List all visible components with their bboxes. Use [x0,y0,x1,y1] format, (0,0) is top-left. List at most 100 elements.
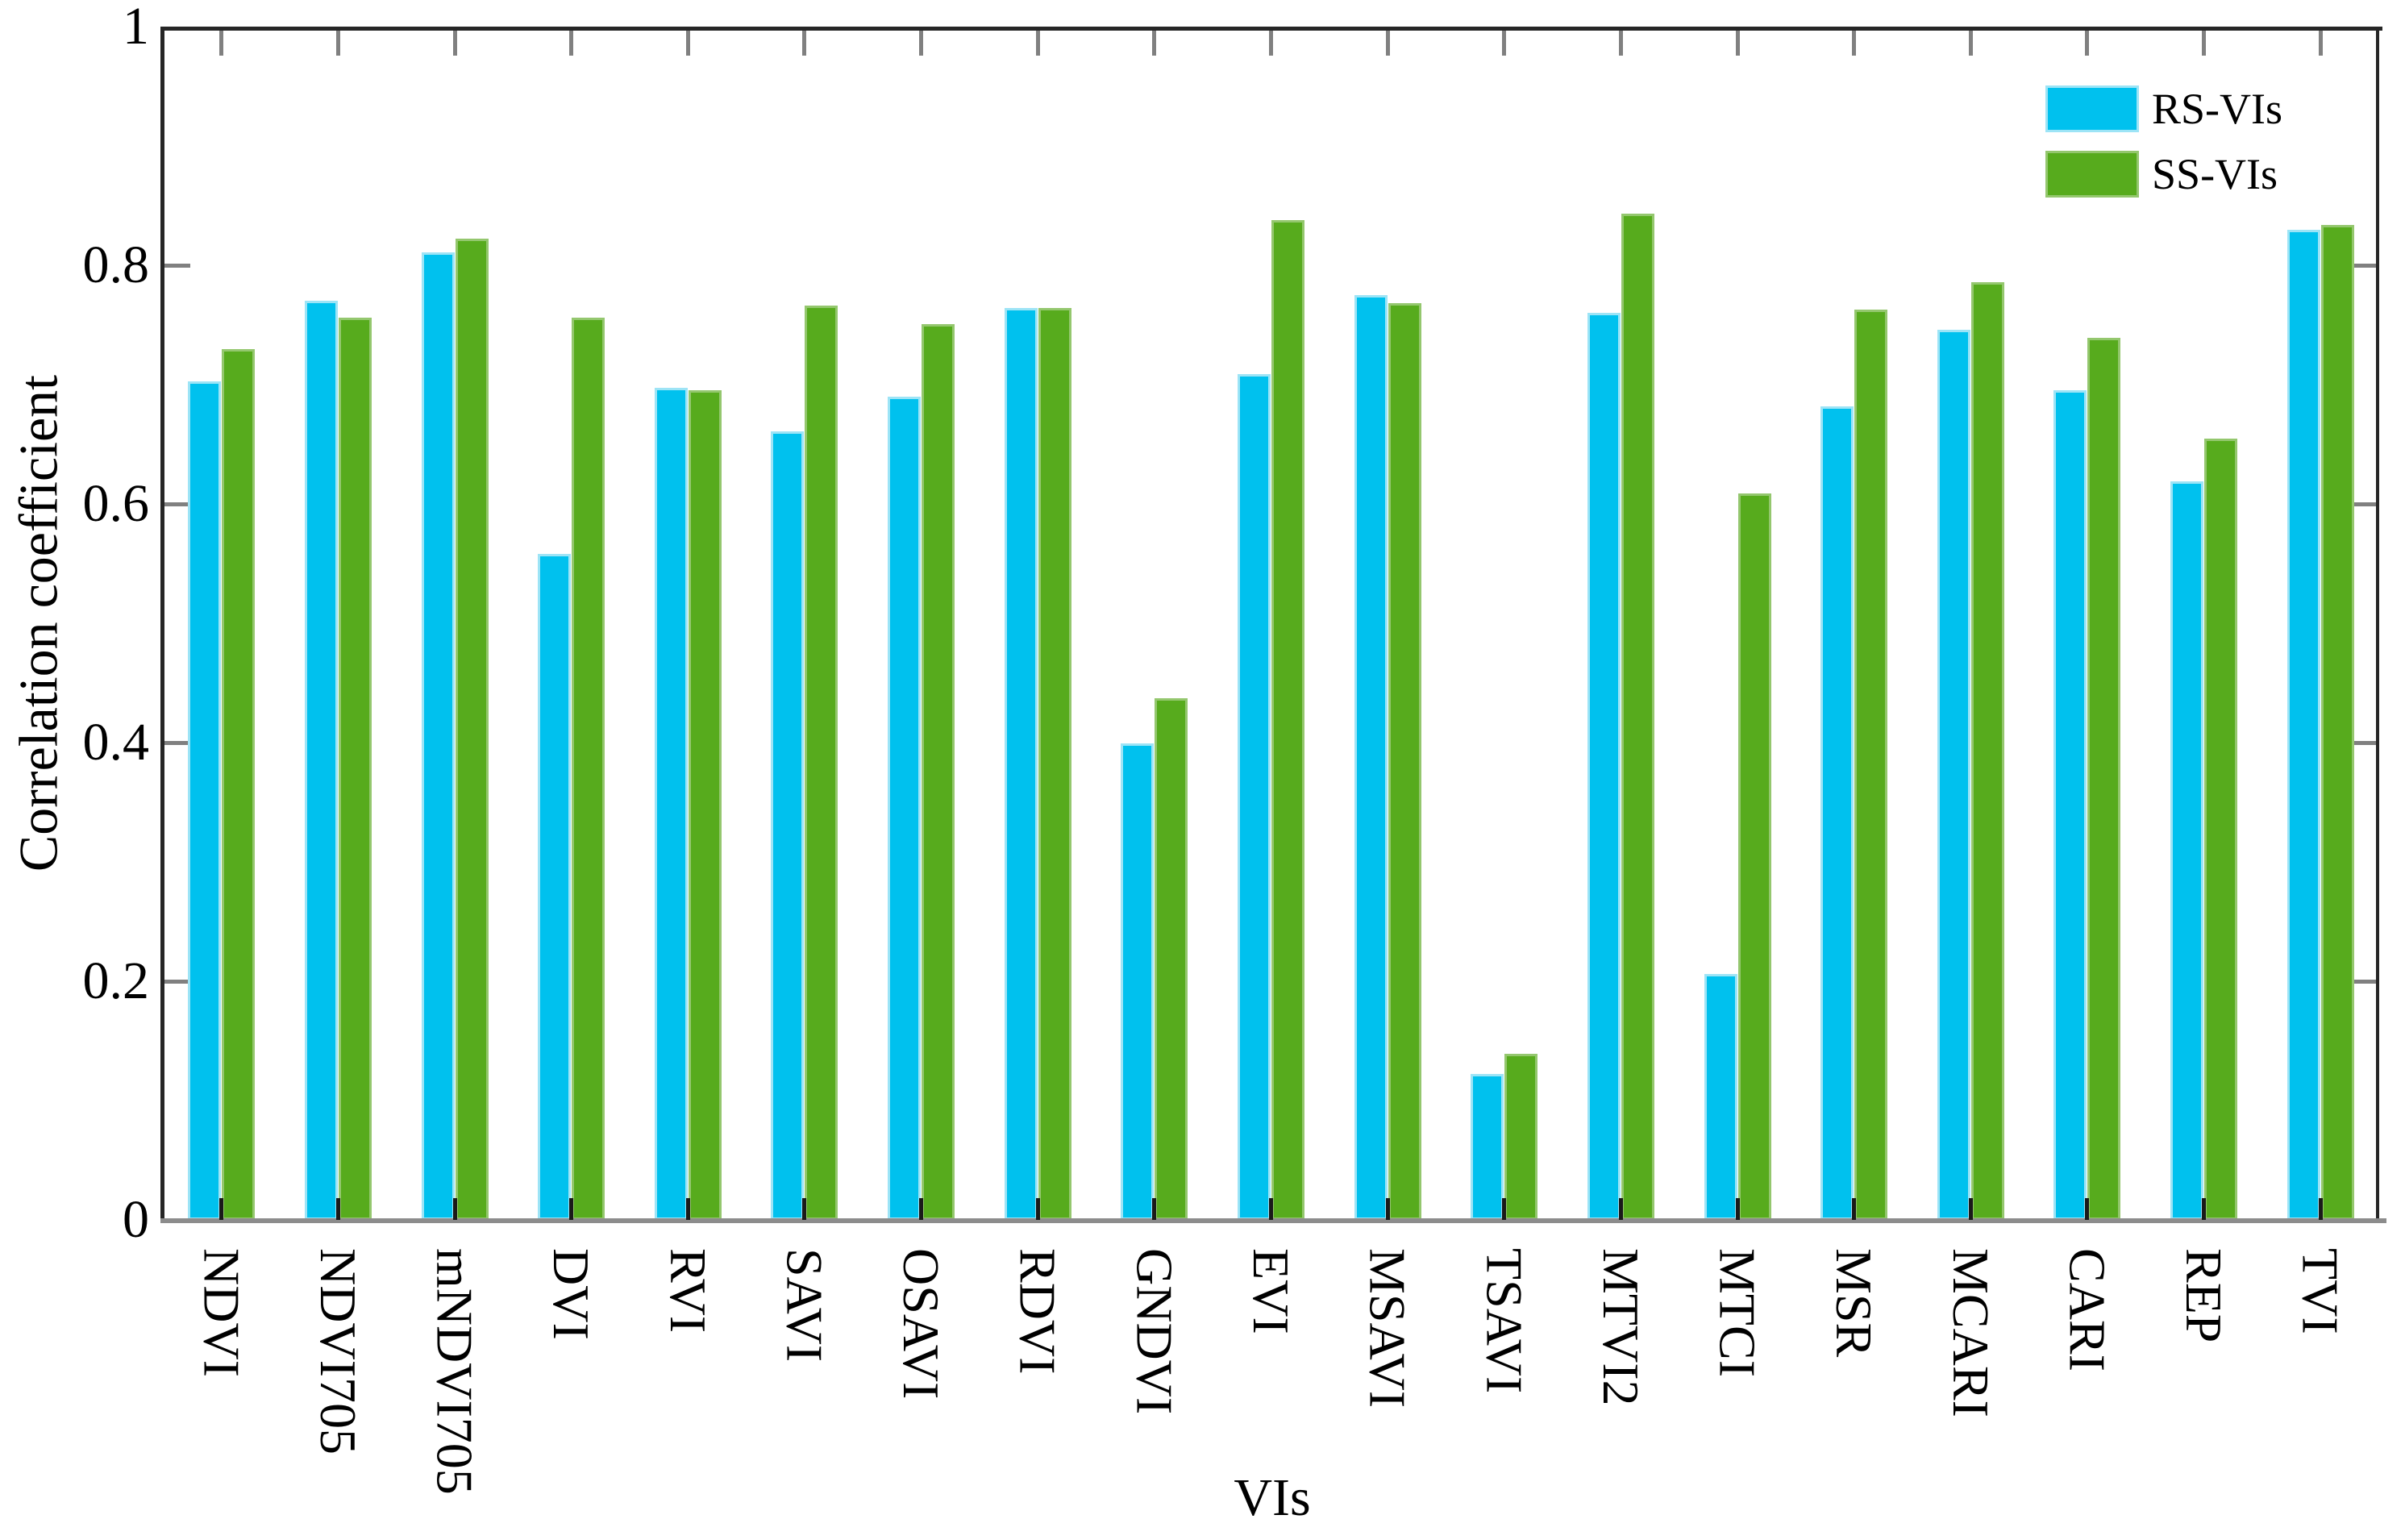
x-tick-mark-bottom [2318,1198,2323,1220]
x-tick-mark-bottom [1502,1198,1507,1220]
x-tick-mark-bottom [685,1198,690,1220]
bar-RS-VIs-DVI [538,554,572,1220]
y-tick-label: 0 [123,1190,149,1249]
bar-SS-VIs-MSAVI [1388,303,1421,1220]
x-tick-mark-top [685,31,690,56]
axis-line-left [160,27,164,1222]
x-tick-mark-bottom [802,1198,807,1220]
bar-RS-VIs-MTCI [1704,974,1737,1220]
bar-SS-VIs-NDVI [222,349,256,1220]
category-label-TVI: TVI [2291,1248,2349,1334]
bar-SS-VIs-TVI [2320,225,2354,1220]
bar-RS-VIs-EVI [1238,374,1271,1220]
bar-SS-VIs-MCARI [1970,282,2004,1220]
x-tick-mark-bottom [1152,1198,1157,1220]
x-tick-mark-top [1968,31,1973,56]
x-tick-mark-top [1035,31,1040,56]
bar-SS-VIs-MSR [1854,310,1888,1220]
x-tick-mark-top [569,31,574,56]
x-tick-mark-bottom [1385,1198,1390,1220]
bar-SS-VIs-RDVI [1038,308,1071,1220]
x-tick-mark-top [1618,31,1623,56]
x-tick-mark-bottom [1035,1198,1040,1220]
axis-line-bottom [160,1218,2386,1223]
x-tick-mark-top [802,31,807,56]
category-label-MCARI: MCARI [1941,1248,1999,1417]
legend-swatch-ss-vis [2045,151,2139,198]
x-axis-title: VIs [1234,1468,1311,1527]
bar-RS-VIs-TSAVI [1471,1074,1504,1220]
bar-SS-VIs-REP [2204,439,2238,1220]
category-label-OSAVI: OSAVI [893,1248,951,1400]
bar-RS-VIs-MCARI [1937,330,1970,1220]
x-tick-mark-bottom [919,1198,924,1220]
y-axis-title: Correlation coefficient [7,374,69,872]
bar-SS-VIs-CARI [2087,338,2121,1220]
bar-RS-VIs-GNDVI [1121,743,1155,1220]
y-tick-label: 0.6 [82,474,150,533]
bar-RS-VIs-REP [2170,481,2204,1220]
bar-RS-VIs-MSR [1820,406,1854,1220]
bar-RS-VIs-RVI [654,388,688,1220]
bar-SS-VIs-MTVI2 [1621,214,1654,1220]
category-label-REP: REP [2175,1248,2233,1343]
x-tick-mark-top [1852,31,1857,56]
category-label-MTCI: MTCI [1708,1248,1766,1377]
bar-RS-VIs-CARI [2053,390,2087,1220]
y-tick-mark-left [164,264,190,268]
bar-RS-VIs-MTVI2 [1587,313,1621,1220]
category-label-MTVI2: MTVI2 [1592,1248,1650,1406]
bar-SS-VIs-TSAVI [1504,1054,1538,1220]
x-tick-mark-top [2318,31,2323,56]
y-tick-mark-left [164,741,190,745]
x-tick-mark-bottom [1735,1198,1740,1220]
y-tick-mark-right [2350,264,2376,268]
legend-entry-ss-vis: SS-VIs [2045,151,2282,198]
x-tick-mark-top [2085,31,2090,56]
y-tick-mark-right [2350,502,2376,506]
x-tick-mark-top [219,31,224,56]
legend-entry-rs-vis: RS-VIs [2045,85,2282,132]
x-tick-mark-bottom [2202,1198,2207,1220]
x-tick-mark-bottom [335,1198,340,1220]
y-tick-mark-left [164,502,190,506]
y-tick-mark-right [2350,741,2376,745]
y-tick-label: 1 [123,0,149,56]
x-tick-mark-bottom [569,1198,574,1220]
bar-SS-VIs-GNDVI [1155,698,1188,1220]
bar-SS-VIs-DVI [572,318,605,1220]
category-label-TSAVI: TSAVI [1475,1248,1533,1394]
x-tick-mark-top [2202,31,2207,56]
bar-SS-VIs-mNDVI705 [455,239,489,1220]
bar-SS-VIs-MTCI [1737,493,1771,1220]
y-tick-label: 0.4 [82,713,150,772]
x-tick-mark-bottom [1968,1198,1973,1220]
x-tick-mark-bottom [219,1198,224,1220]
category-label-mNDVI705: mNDVI705 [426,1248,484,1495]
bar-RS-VIs-OSAVI [888,397,922,1220]
x-tick-mark-top [335,31,340,56]
x-tick-mark-top [1152,31,1157,56]
x-tick-mark-bottom [2085,1198,2090,1220]
category-label-NDVI705: NDVI705 [309,1248,367,1455]
category-label-MSAVI: MSAVI [1359,1248,1417,1408]
bar-RS-VIs-mNDVI705 [421,252,455,1220]
bar-SS-VIs-SAVI [805,306,838,1220]
axis-line-right [2376,27,2379,1222]
bar-RS-VIs-MSAVI [1354,295,1388,1220]
category-label-MSR: MSR [1825,1248,1883,1358]
bar-RS-VIs-NDVI [188,381,222,1220]
x-tick-mark-top [1502,31,1507,56]
x-tick-mark-bottom [1269,1198,1273,1220]
x-tick-mark-bottom [452,1198,457,1220]
category-label-GNDVI: GNDVI [1126,1248,1184,1415]
category-label-EVI: EVI [1242,1248,1300,1334]
legend-swatch-rs-vis [2045,85,2139,132]
x-tick-mark-top [1385,31,1390,56]
x-tick-mark-bottom [1852,1198,1857,1220]
axis-line-top [160,27,2382,31]
legend-label-rs-vis: RS-VIs [2152,85,2283,133]
category-label-NDVI: NDVI [193,1248,251,1377]
x-tick-mark-top [1269,31,1273,56]
